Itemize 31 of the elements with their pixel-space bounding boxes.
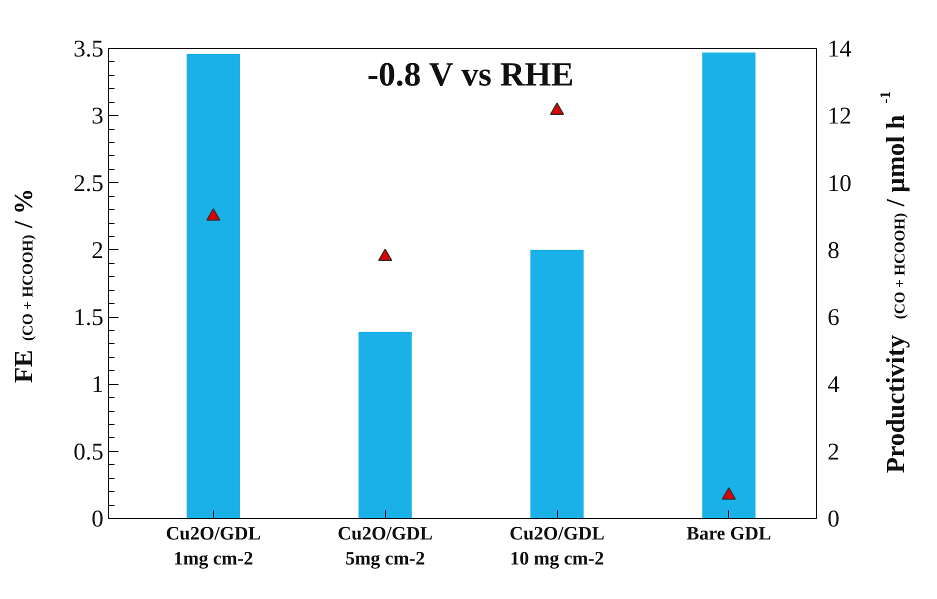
- y-tick-label: 1: [92, 372, 104, 398]
- y-tick-label: 2.5: [74, 170, 104, 197]
- point: [550, 102, 564, 115]
- y-axis-title: FE(CO + HCOOH) / %: [9, 188, 38, 384]
- y-tick-label: 0.5: [74, 439, 104, 466]
- x-tick-label: Cu2O/GDL 5mg cm-2: [338, 524, 433, 570]
- y2-axis-title: Productivity(CO + HCOOH) / µmol h-1: [878, 91, 910, 474]
- y2-tick-label: 14: [828, 36, 852, 62]
- point: [378, 248, 392, 261]
- y2-tick-label: 10: [828, 170, 852, 197]
- bar: [702, 52, 756, 518]
- point: [206, 208, 220, 221]
- y2-tick-label: 4: [828, 372, 840, 398]
- y-tick-label: 3.5: [74, 36, 104, 62]
- bar: [358, 332, 412, 518]
- bar: [530, 250, 584, 518]
- y-tick-label: 3: [92, 104, 104, 130]
- y-tick-label: 0: [92, 506, 104, 532]
- y2-tick-label: 8: [828, 238, 840, 264]
- y2-tick-label: 0: [828, 506, 840, 532]
- x-tick-label: Cu2O/GDL 1mg cm-2: [166, 524, 261, 570]
- x-tick-label: Bare GDL: [686, 524, 772, 544]
- y2-tick-label: 2: [828, 439, 840, 466]
- y2-tick-label: 12: [828, 104, 852, 130]
- bar: [186, 54, 240, 518]
- annotation: -0.8 V vs RHE: [367, 56, 574, 94]
- point: [722, 487, 736, 500]
- y-tick-label: 2: [92, 238, 104, 264]
- x-tick-label: Cu2O/GDL 10 mg cm-2: [510, 524, 605, 570]
- y-tick-label: 1.5: [74, 305, 104, 332]
- y2-tick-label: 6: [828, 305, 840, 332]
